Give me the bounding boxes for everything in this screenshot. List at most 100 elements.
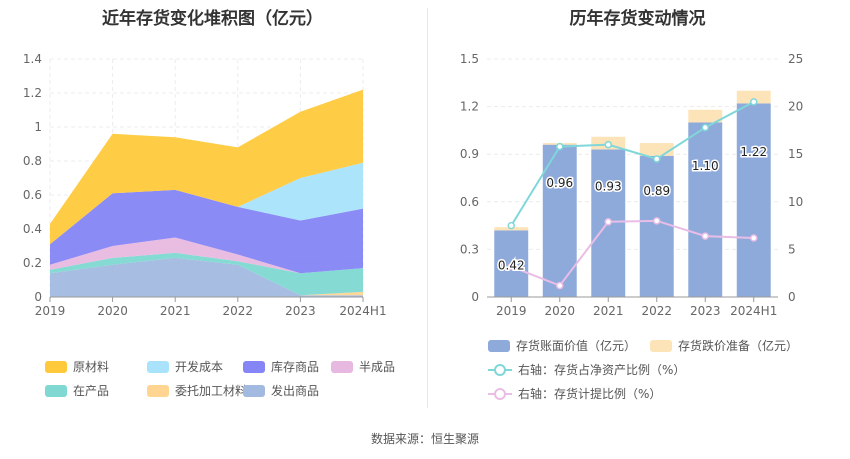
legend-swatch bbox=[488, 387, 512, 400]
area-semi_finished bbox=[50, 237, 363, 274]
bar-book-value bbox=[639, 155, 674, 297]
y-left-tick-label: 0.3 bbox=[460, 242, 479, 256]
legend-label: 存货账面价值（亿元） bbox=[516, 339, 637, 353]
x-tick-label: 2022 bbox=[641, 304, 672, 318]
legend-swatch bbox=[147, 360, 169, 373]
line-provision_line bbox=[510, 219, 754, 287]
area-dev_cost bbox=[50, 162, 363, 245]
point-provision_line bbox=[507, 262, 515, 271]
legend-item-shipped_goods[interactable]: 发出商品 bbox=[243, 382, 319, 399]
panel-divider bbox=[427, 8, 428, 408]
legend-swatch bbox=[147, 384, 169, 397]
x-tick-label: 2023 bbox=[690, 304, 721, 318]
point-ratio_line bbox=[701, 123, 709, 132]
bar-value-label: 0.93 bbox=[595, 179, 622, 193]
x-tick-label: 2021 bbox=[160, 304, 191, 318]
x-tick-label: 2024H1 bbox=[339, 304, 386, 318]
y-right-tick-label: 25 bbox=[788, 52, 803, 66]
line-ratio_line bbox=[510, 100, 755, 227]
y-left-tick-label: 1.2 bbox=[460, 100, 479, 114]
legend-item-raw_materials[interactable]: 原材料 bbox=[45, 358, 109, 375]
point-provision_line bbox=[701, 232, 709, 240]
y-right-tick-label: 20 bbox=[788, 100, 803, 114]
legend-item-consigned_materials[interactable]: 委托加工材料 bbox=[147, 382, 247, 399]
y-left-tick-label: 1.5 bbox=[460, 52, 479, 66]
area-shipped_goods bbox=[50, 257, 363, 297]
bar-value-label: 1.22 bbox=[740, 145, 767, 159]
area-inventory_goods bbox=[50, 189, 363, 274]
y-right-tick-label: 5 bbox=[788, 242, 796, 256]
x-tick-label: 2020 bbox=[97, 304, 128, 318]
bar-impairment bbox=[688, 109, 723, 123]
bar-impairment bbox=[736, 90, 771, 104]
legend-item-semi_finished[interactable]: 半成品 bbox=[331, 358, 395, 375]
y-right-tick-label: 0 bbox=[788, 290, 796, 304]
legend-item-inventory_goods[interactable]: 库存商品 bbox=[243, 358, 319, 375]
right-chart-title: 历年存货变动情况 bbox=[569, 9, 706, 29]
point-ratio_line bbox=[750, 98, 758, 106]
legend-label: 存货跌价准备（亿元） bbox=[678, 339, 799, 353]
x-tick-label: 2019 bbox=[35, 304, 66, 318]
legend-item-impairment[interactable]: 存货跌价准备（亿元） bbox=[650, 337, 798, 354]
x-tick-label: 2021 bbox=[593, 304, 624, 318]
y-tick-label: 0.8 bbox=[23, 154, 42, 168]
bar-book-value bbox=[688, 122, 723, 297]
y-left-tick-label: 0 bbox=[471, 290, 479, 304]
legend-item-in_production[interactable]: 在产品 bbox=[45, 382, 109, 399]
y-tick-label: 1 bbox=[34, 120, 42, 134]
legend-label: 原材料 bbox=[73, 360, 110, 374]
bar-book-value bbox=[736, 103, 771, 297]
legend-swatch bbox=[488, 363, 512, 376]
legend-swatch bbox=[45, 360, 67, 373]
legend-swatch bbox=[331, 360, 353, 373]
y-left-tick-label: 0.6 bbox=[460, 195, 479, 209]
point-ratio_line bbox=[556, 142, 564, 151]
y-tick-label: 0.4 bbox=[23, 222, 42, 236]
x-tick-label: 2024H1 bbox=[730, 304, 777, 318]
legend-label: 半成品 bbox=[359, 360, 396, 374]
x-tick-label: 2020 bbox=[544, 304, 575, 318]
y-tick-label: 0 bbox=[34, 290, 42, 304]
y-right-tick-label: 15 bbox=[788, 147, 803, 161]
point-provision_line bbox=[750, 234, 758, 242]
bar-value-label: 0.42 bbox=[498, 258, 525, 272]
point-provision_line bbox=[604, 218, 612, 226]
x-tick-label: 2022 bbox=[223, 304, 254, 318]
point-ratio_line bbox=[653, 155, 661, 163]
legend-label: 右轴：存货占净资产比例（%） bbox=[518, 363, 686, 377]
legend-item-provision_line[interactable]: 右轴：存货计提比例（%） bbox=[488, 385, 661, 402]
legend-label: 发出商品 bbox=[271, 384, 320, 398]
legend-swatch bbox=[45, 384, 67, 397]
legend-label: 委托加工材料 bbox=[175, 384, 248, 398]
y-left-tick-label: 0.9 bbox=[460, 147, 479, 161]
point-ratio_line bbox=[507, 221, 515, 230]
legend-item-dev_cost[interactable]: 开发成本 bbox=[147, 358, 223, 375]
x-tick-label: 2019 bbox=[496, 304, 527, 318]
legend-item-ratio_line[interactable]: 右轴：存货占净资产比例（%） bbox=[488, 361, 685, 378]
legend-swatch bbox=[488, 339, 510, 352]
legend-item-book_value[interactable]: 存货账面价值（亿元） bbox=[488, 337, 636, 354]
bar-value-label: 0.96 bbox=[546, 176, 573, 190]
y-tick-label: 1.2 bbox=[23, 86, 42, 100]
legend-swatch bbox=[650, 339, 672, 352]
point-provision_line bbox=[653, 217, 661, 225]
x-tick-label: 2023 bbox=[285, 304, 316, 318]
legend-label: 右轴：存货计提比例（%） bbox=[518, 387, 662, 401]
y-tick-label: 0.2 bbox=[23, 256, 42, 270]
point-ratio_line bbox=[604, 140, 612, 149]
legend-label: 库存商品 bbox=[271, 360, 320, 374]
inventory-bar-line-chart: 0 0.3 0.6 0.9 1.2 1.5 0 5 10 15 20 25 2019 2020 2021 20… bbox=[460, 52, 803, 318]
bar-value-label: 1.10 bbox=[692, 159, 719, 173]
bar-value-label: 0.89 bbox=[643, 184, 670, 198]
y-right-tick-label: 10 bbox=[788, 195, 803, 209]
legend-label: 开发成本 bbox=[175, 360, 224, 374]
data-source-note: 数据来源：恒生聚源 bbox=[370, 432, 479, 446]
legend-swatch bbox=[243, 384, 265, 397]
area-raw_materials bbox=[50, 89, 363, 245]
legend-label: 在产品 bbox=[73, 384, 110, 398]
point-provision_line bbox=[556, 281, 564, 290]
bar-impairment bbox=[639, 143, 674, 156]
left-chart-title: 近年存货变化堆积图（亿元） bbox=[102, 9, 323, 29]
area-in_production bbox=[50, 252, 363, 296]
stacked-area-chart: 0 0.2 0.4 0.6 0.8 1 1.2 1.4 2019 2020 2021 2022 2023… bbox=[23, 52, 387, 318]
